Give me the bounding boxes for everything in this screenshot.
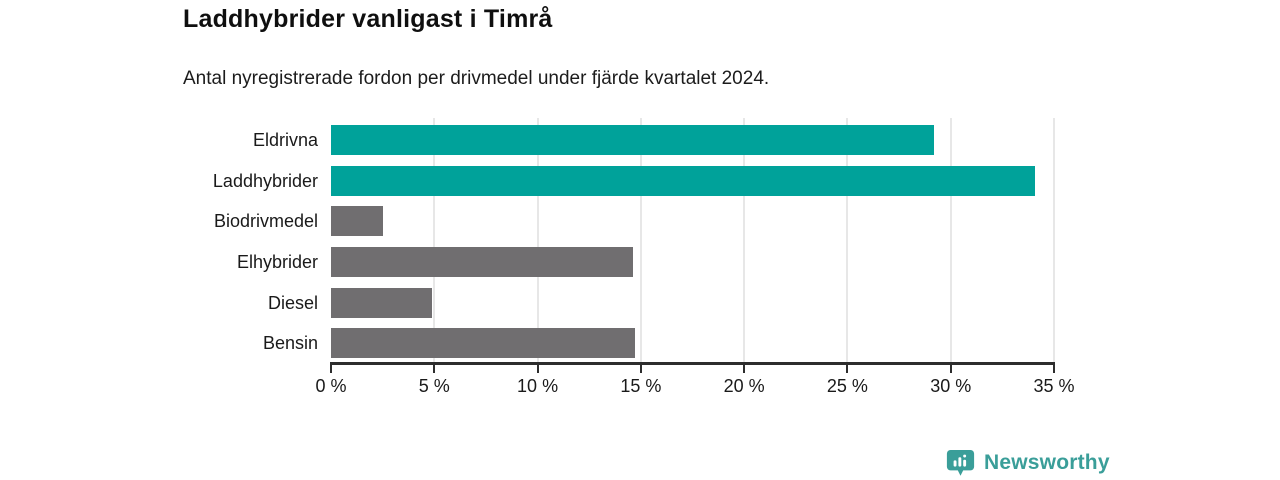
x-axis-tick-5 (433, 365, 436, 373)
gridline-25pct (846, 118, 849, 362)
x-axis-tick-15 (639, 365, 642, 373)
bar-elhybrider (331, 247, 633, 277)
category-label-bensin: Bensin (262, 333, 318, 354)
x-axis-tick-20 (743, 365, 746, 373)
category-label-biodrivmedel: Biodrivmedel (213, 211, 318, 232)
x-tick-label-15: 15 % (620, 376, 662, 396)
chart-subtitle: Antal nyregistrerade fordon per drivmede… (183, 68, 770, 89)
category-label-eldrivna: Eldrivna (252, 130, 318, 150)
x-tick-label-0: 0 % (315, 376, 347, 396)
gridline-5pct (433, 118, 436, 362)
category-label-elhybrider: Elhybrider (236, 252, 318, 272)
plot-area (331, 118, 1055, 362)
x-axis: 0 % 5 % 10 % 15 % 20 % 25 % 30 % 35 % (315, 362, 1075, 402)
category-label-diesel: Diesel (267, 292, 318, 313)
gridline-10pct (536, 118, 539, 362)
bar-laddhybrider (331, 165, 1036, 196)
brand-name: Newsworthy (984, 451, 1110, 474)
gridline-15pct (639, 118, 642, 362)
bar-biodrivmedel (331, 206, 383, 237)
bar-bensin (331, 328, 635, 359)
x-tick-label-25: 25 % (826, 376, 868, 396)
category-label-laddhybrider: Laddhybrider (212, 170, 318, 191)
x-tick-label-10: 10 % (517, 376, 559, 396)
newsworthy-logo: Newsworthy (945, 447, 1110, 479)
gridline-35pct (1053, 118, 1055, 362)
x-tick-label-5: 5 % (418, 376, 450, 396)
x-axis-tick-10 (536, 365, 539, 373)
x-axis-tick-25 (846, 365, 849, 373)
bar-diesel (331, 287, 433, 318)
bar-eldrivna (331, 125, 935, 155)
x-axis-tick-0 (330, 365, 332, 373)
newsworthy-chart-bubble-icon (946, 449, 975, 476)
gridline-30pct (949, 118, 952, 362)
x-axis-tick-30 (949, 365, 952, 373)
category-labels-column: Eldrivna Laddhybrider Biodrivmedel Elhybrid… (0, 118, 318, 362)
x-tick-label-35: 35 % (1033, 376, 1075, 396)
x-tick-label-30: 30 % (930, 376, 972, 396)
x-tick-label-20: 20 % (723, 376, 765, 396)
x-axis-tick-35 (1053, 365, 1055, 373)
chart-title: Laddhybrider vanligast i Timrå (183, 5, 553, 33)
x-axis-line (330, 362, 1055, 365)
gridline-20pct (743, 118, 746, 362)
